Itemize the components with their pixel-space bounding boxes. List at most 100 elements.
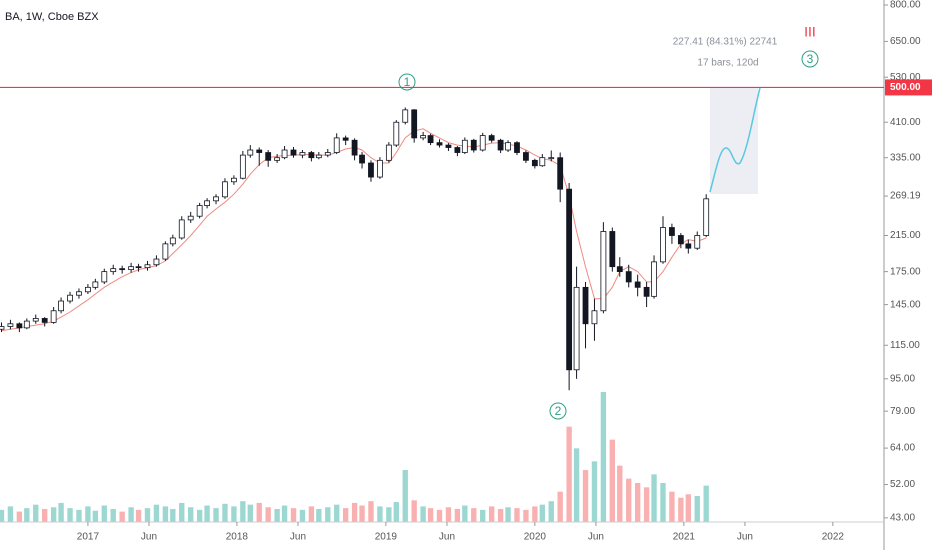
candle-body xyxy=(539,157,546,167)
candle-body xyxy=(281,149,288,159)
candle-body xyxy=(505,142,511,151)
volume-bar xyxy=(359,505,365,522)
level-label-box xyxy=(885,79,932,96)
candle-body xyxy=(256,149,263,153)
volume-bar xyxy=(76,509,82,522)
volume-bar xyxy=(582,470,589,522)
candle-body xyxy=(7,323,14,327)
volume-bar xyxy=(514,508,520,522)
volume-bar xyxy=(265,507,271,522)
x-tick-label: Jun xyxy=(737,532,753,543)
volume-bar xyxy=(377,506,383,522)
wave-label: 3 xyxy=(807,52,814,66)
candle-body xyxy=(445,144,452,148)
y-tick-label: 269.19 xyxy=(890,191,921,202)
y-tick-label: 410.00 xyxy=(890,117,921,128)
projection-box xyxy=(710,88,758,194)
volume-bar xyxy=(480,509,486,522)
candle-body xyxy=(67,294,73,302)
wave-marker xyxy=(549,402,567,420)
candle-body xyxy=(461,139,468,153)
volume-bar xyxy=(402,470,408,522)
volume-bar xyxy=(316,509,322,522)
candle-body xyxy=(299,152,306,156)
candle-body xyxy=(101,271,108,283)
y-tick-label: 52.00 xyxy=(890,479,915,490)
volume-bar xyxy=(170,509,176,522)
candle-body xyxy=(153,258,160,266)
volume-bar xyxy=(703,485,709,522)
volume-bar xyxy=(222,503,228,522)
volume-bar xyxy=(600,392,607,522)
candle-body xyxy=(84,286,91,293)
candle-body xyxy=(514,142,520,153)
candle-body xyxy=(685,243,692,249)
candle-body xyxy=(231,177,237,183)
candle-body xyxy=(178,219,185,239)
volume-bar xyxy=(85,506,91,522)
volume-bar xyxy=(669,491,675,522)
candle-body xyxy=(385,144,392,161)
candle-body xyxy=(274,157,281,161)
volume-bar xyxy=(110,509,116,522)
candle-body xyxy=(497,139,504,151)
volume-bar xyxy=(411,500,417,522)
volume-bar xyxy=(128,507,134,522)
volume-bar xyxy=(427,508,434,522)
candle-body xyxy=(119,268,126,271)
volume-bar xyxy=(188,507,194,522)
volume-bar xyxy=(92,510,99,522)
volume-bar xyxy=(67,508,73,522)
candle-body xyxy=(308,152,315,159)
y-tick-label: 145.00 xyxy=(890,299,921,310)
candle-body xyxy=(600,231,607,312)
x-tick-label: 2018 xyxy=(226,532,249,543)
x-tick-label: Jun xyxy=(290,532,306,543)
volume-bar xyxy=(0,509,5,522)
y-tick-label: 530.00 xyxy=(890,72,921,83)
candle-body xyxy=(92,281,99,288)
volume-bar xyxy=(488,506,495,522)
wave-marker xyxy=(801,50,819,68)
candle-body xyxy=(411,109,418,139)
volume-bar xyxy=(196,509,203,522)
x-tick-label: 2019 xyxy=(375,532,398,543)
volume-bar xyxy=(231,506,237,522)
y-tick-label: 215.00 xyxy=(890,230,921,241)
y-tick-label: 335.00 xyxy=(890,152,921,163)
y-tick-label: 115.00 xyxy=(890,340,920,351)
volume-bar xyxy=(539,504,545,522)
chart-title: BA, 1W, Cboe BZX xyxy=(5,11,99,23)
volume-bar xyxy=(135,509,142,522)
candle-body xyxy=(582,286,589,325)
candle-body xyxy=(479,135,486,151)
candle-body xyxy=(427,135,434,144)
volume-bar xyxy=(617,465,623,522)
candle-body xyxy=(359,154,365,164)
candle-body xyxy=(135,266,142,269)
candle-body xyxy=(342,137,349,141)
candle-body xyxy=(58,300,64,312)
volume-bar xyxy=(144,508,151,522)
volume-bar xyxy=(497,509,504,522)
volume-bar xyxy=(505,507,511,522)
y-tick-label: 650.00 xyxy=(890,36,921,47)
volume-bar xyxy=(247,504,253,522)
candle-body xyxy=(76,291,82,296)
volume-bar xyxy=(643,487,650,522)
candle-body xyxy=(634,281,641,288)
volume-bar xyxy=(290,508,297,522)
candle-body xyxy=(557,157,564,190)
candle-body xyxy=(420,135,427,139)
volume-bar xyxy=(58,502,64,522)
candle-body xyxy=(32,318,39,322)
volume-bar xyxy=(308,506,315,522)
candle-body xyxy=(402,109,409,123)
volume-bar xyxy=(548,501,554,522)
wave-label: III xyxy=(804,24,816,40)
candle-body xyxy=(651,261,657,297)
candle-body xyxy=(247,149,254,156)
candle-body xyxy=(368,162,374,178)
candle-body xyxy=(16,323,23,329)
